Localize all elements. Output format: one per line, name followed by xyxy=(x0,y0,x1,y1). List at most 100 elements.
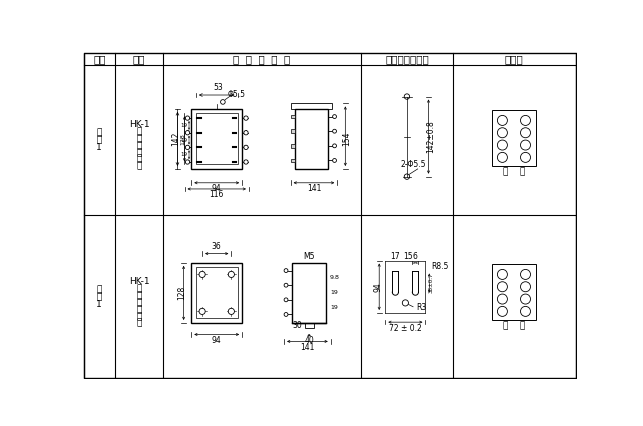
Circle shape xyxy=(498,306,507,317)
Text: 7: 7 xyxy=(185,159,190,164)
Text: 5: 5 xyxy=(523,294,528,304)
Text: 2: 2 xyxy=(244,115,248,121)
Bar xyxy=(305,323,314,328)
Text: 36: 36 xyxy=(212,242,222,251)
Text: 4: 4 xyxy=(500,282,505,291)
Text: 7: 7 xyxy=(523,307,528,316)
Circle shape xyxy=(332,129,336,133)
Text: 2: 2 xyxy=(523,116,528,125)
Text: 出: 出 xyxy=(136,291,141,300)
Circle shape xyxy=(520,153,530,162)
Bar xyxy=(291,144,294,148)
Text: 8: 8 xyxy=(244,159,248,164)
Text: 40: 40 xyxy=(304,336,314,345)
Text: 图: 图 xyxy=(96,135,102,144)
Text: 1: 1 xyxy=(186,115,190,121)
Circle shape xyxy=(520,128,530,138)
Text: 附: 附 xyxy=(96,285,102,294)
Circle shape xyxy=(520,269,530,279)
Text: 3: 3 xyxy=(500,128,505,137)
Text: 5: 5 xyxy=(500,141,505,150)
Text: Φ5.5: Φ5.5 xyxy=(228,90,246,99)
Bar xyxy=(196,113,237,164)
Circle shape xyxy=(520,115,530,125)
Text: 141: 141 xyxy=(300,343,314,352)
Circle shape xyxy=(498,269,507,279)
Text: M5: M5 xyxy=(303,252,315,261)
Text: 1: 1 xyxy=(523,270,528,279)
Circle shape xyxy=(498,128,507,138)
Text: 前    视: 前 视 xyxy=(503,167,525,176)
Text: 安装开孔尺寸图: 安装开孔尺寸图 xyxy=(385,54,429,64)
Text: 4: 4 xyxy=(523,128,528,137)
Bar xyxy=(294,109,329,169)
Bar xyxy=(291,158,294,162)
Text: 30: 30 xyxy=(293,321,302,330)
Circle shape xyxy=(498,282,507,292)
Text: 141: 141 xyxy=(307,184,321,193)
Bar xyxy=(291,104,332,109)
Circle shape xyxy=(185,160,190,164)
Text: HK-1: HK-1 xyxy=(129,277,149,286)
Text: 94: 94 xyxy=(373,282,382,292)
Text: 出: 出 xyxy=(136,134,141,143)
Circle shape xyxy=(221,100,225,104)
Circle shape xyxy=(185,116,190,120)
Text: 38±0.7: 38±0.7 xyxy=(428,273,433,293)
Text: 1: 1 xyxy=(96,143,102,152)
Text: R3: R3 xyxy=(416,303,426,312)
Bar xyxy=(492,110,536,166)
Text: 5: 5 xyxy=(186,145,190,150)
Circle shape xyxy=(228,271,235,277)
Bar xyxy=(192,263,242,323)
Text: 3: 3 xyxy=(185,130,190,135)
Text: 8: 8 xyxy=(523,153,528,162)
Circle shape xyxy=(332,144,336,148)
Circle shape xyxy=(498,115,507,125)
Text: 接: 接 xyxy=(136,312,141,321)
Text: 53: 53 xyxy=(213,83,223,92)
Text: 94: 94 xyxy=(212,336,222,345)
Circle shape xyxy=(332,158,336,162)
Text: R8.5: R8.5 xyxy=(431,262,449,271)
Circle shape xyxy=(284,269,288,273)
Text: 结构: 结构 xyxy=(132,54,145,64)
Circle shape xyxy=(244,116,248,120)
Text: 凸: 凸 xyxy=(136,284,141,293)
Text: 凸: 凸 xyxy=(136,127,141,136)
Text: 128: 128 xyxy=(177,286,186,300)
Text: 端子图: 端子图 xyxy=(505,54,523,64)
Circle shape xyxy=(520,282,530,292)
Text: 72 ± 0.2: 72 ± 0.2 xyxy=(389,324,422,333)
Text: 图号: 图号 xyxy=(93,54,105,64)
Text: 116: 116 xyxy=(210,190,224,199)
Circle shape xyxy=(284,298,288,302)
Text: 7: 7 xyxy=(500,153,505,162)
Circle shape xyxy=(244,160,248,164)
Circle shape xyxy=(520,294,530,304)
Text: 2-Φ5.5: 2-Φ5.5 xyxy=(401,160,426,169)
Circle shape xyxy=(199,271,205,277)
Text: 线: 线 xyxy=(136,319,141,328)
Text: 8: 8 xyxy=(500,307,505,316)
Bar xyxy=(492,265,536,320)
Circle shape xyxy=(498,140,507,150)
Text: 3: 3 xyxy=(523,282,528,291)
Text: 17: 17 xyxy=(390,252,400,261)
Text: 19: 19 xyxy=(181,123,188,128)
Circle shape xyxy=(185,131,190,135)
Text: 19: 19 xyxy=(330,305,338,310)
Text: 6: 6 xyxy=(500,294,505,304)
Text: 6: 6 xyxy=(523,141,528,150)
Text: 线: 线 xyxy=(136,162,141,171)
Circle shape xyxy=(244,145,248,150)
Text: 142: 142 xyxy=(172,132,181,146)
Text: 6: 6 xyxy=(413,252,418,261)
Text: 后: 后 xyxy=(136,305,141,314)
Circle shape xyxy=(498,153,507,162)
Text: 附: 附 xyxy=(96,128,102,137)
Circle shape xyxy=(185,145,190,150)
Text: 94: 94 xyxy=(212,184,222,193)
Circle shape xyxy=(403,300,408,306)
Text: 前: 前 xyxy=(136,148,141,157)
